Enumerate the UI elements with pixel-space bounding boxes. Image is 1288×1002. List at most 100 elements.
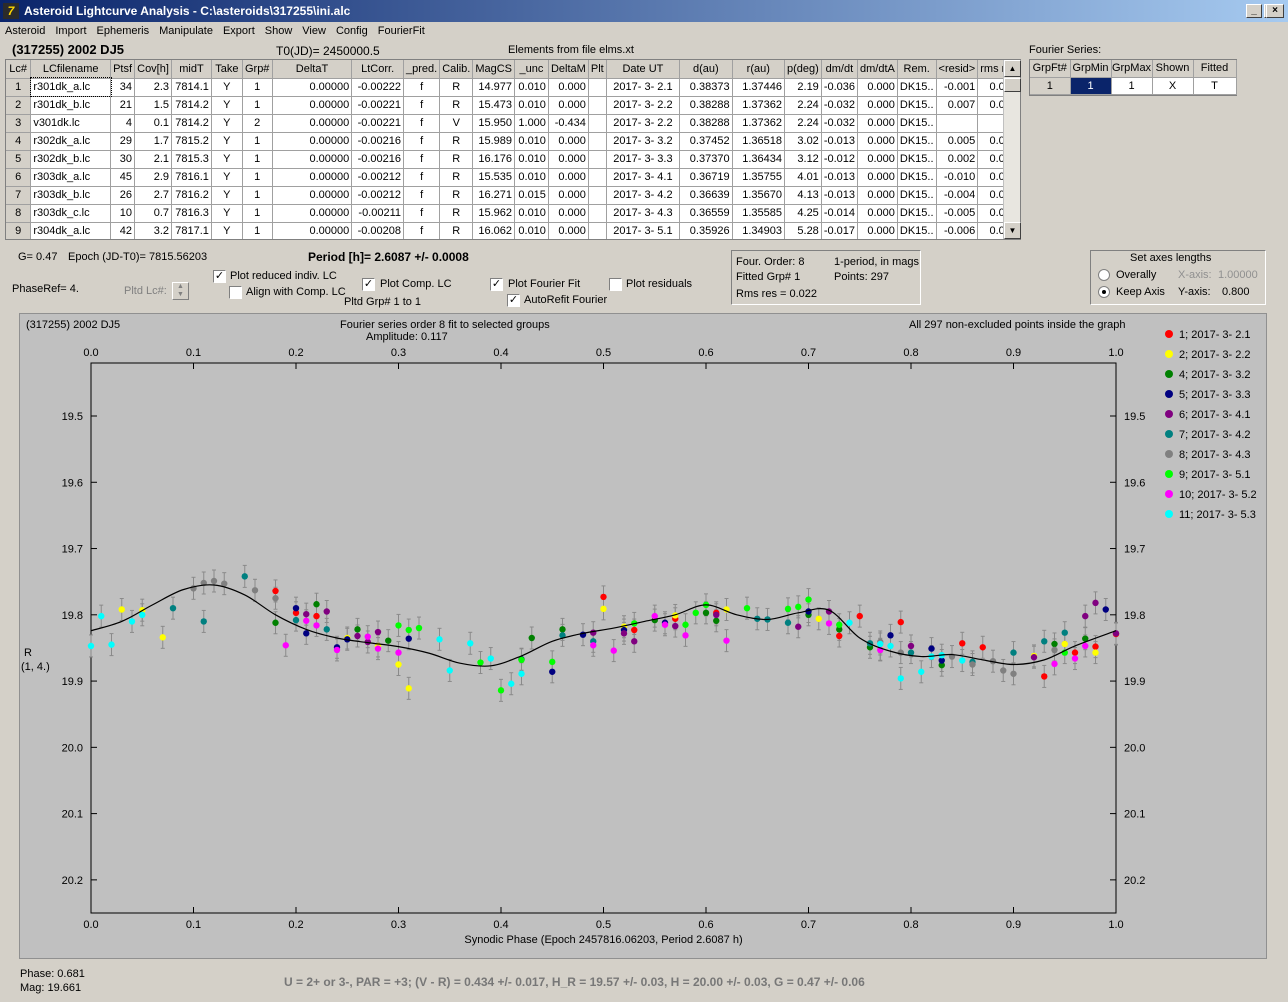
table-cell[interactable]: -0.00216	[351, 150, 405, 169]
table-cell[interactable]: V	[439, 114, 474, 133]
menu-manipulate[interactable]: Manipulate	[159, 25, 213, 37]
column-header[interactable]: Calib.	[439, 60, 474, 79]
column-header[interactable]: Date UT	[606, 60, 681, 79]
table-cell[interactable]: R	[439, 96, 474, 115]
fourier-cell[interactable]: 1	[1070, 77, 1112, 95]
table-cell[interactable]: -0.001	[936, 78, 979, 97]
table-cell[interactable]: 3.02	[784, 132, 822, 151]
table-cell[interactable]: 0.00000	[272, 150, 353, 169]
table-cell[interactable]: 1.5	[134, 96, 173, 115]
menu-show[interactable]: Show	[264, 25, 293, 37]
table-cell[interactable]: 1	[242, 78, 273, 97]
table-cell[interactable]: 0.000	[857, 204, 898, 223]
table-cell[interactable]: R	[439, 204, 474, 223]
table-cell[interactable]: 0.00000	[272, 222, 353, 239]
table-cell[interactable]	[588, 150, 607, 169]
table-cell[interactable]: -0.00212	[351, 168, 405, 187]
table-cell[interactable]: r303dk_c.lc	[30, 204, 112, 223]
row-number[interactable]: 9	[6, 222, 32, 239]
table-cell[interactable]: f	[403, 186, 441, 205]
table-cell[interactable]: 7814.1	[171, 78, 212, 97]
table-cell[interactable]: 2017- 3- 3.3	[606, 150, 681, 169]
table-cell[interactable]: 1.36518	[732, 132, 786, 151]
table-cell[interactable]: DK15..	[897, 222, 937, 239]
table-cell[interactable]: 0.000	[548, 132, 589, 151]
table-cell[interactable]: 0.010	[514, 168, 549, 187]
close-icon[interactable]: ×	[1266, 4, 1284, 18]
table-cell[interactable]: 2.24	[784, 114, 822, 133]
minimize-icon[interactable]: _	[1246, 4, 1262, 18]
table-cell[interactable]: 2017- 3- 4.2	[606, 186, 681, 205]
table-cell[interactable]: 2	[242, 114, 273, 133]
table-cell[interactable]	[588, 186, 607, 205]
row-number[interactable]: 5	[6, 150, 32, 169]
table-cell[interactable]: 0.000	[857, 186, 898, 205]
table-cell[interactable]: 0.00000	[272, 114, 353, 133]
table-cell[interactable]: R	[439, 186, 474, 205]
table-cell[interactable]: 5.28	[784, 222, 822, 239]
table-cell[interactable]: 0.015	[514, 186, 549, 205]
column-header[interactable]: _unc	[514, 60, 549, 79]
table-cell[interactable]: 7816.3	[171, 204, 212, 223]
table-cell[interactable]: 0.000	[548, 222, 589, 239]
column-header[interactable]: r(au)	[732, 60, 786, 79]
table-cell[interactable]: f	[403, 132, 441, 151]
column-header[interactable]: _pred.	[403, 60, 441, 79]
table-cell[interactable]: f	[403, 96, 441, 115]
table-cell[interactable]: 0.000	[857, 96, 898, 115]
table-cell[interactable]: 0.002	[936, 150, 979, 169]
table-cell[interactable]: 15.950	[472, 114, 516, 133]
table-cell[interactable]: 7814.2	[171, 96, 212, 115]
table-cell[interactable]: DK15..	[897, 114, 937, 133]
column-header[interactable]: DeltaM	[548, 60, 589, 79]
table-cell[interactable]: 2017- 3- 2.2	[606, 114, 681, 133]
table-row[interactable]: 7 r303dk_b.lc 26 2.7 7816.2 Y 1 0.00000 -0.00212…	[6, 186, 1020, 205]
table-cell[interactable]: 0.000	[548, 186, 589, 205]
lightcurve-table[interactable]: Lc# LCfilename Ptsf Cov[h] midT Take Grp# Delta…	[5, 59, 1021, 240]
table-cell[interactable]: 2.3	[134, 78, 173, 97]
table-cell[interactable]: 0.36719	[679, 168, 733, 187]
table-cell[interactable]: 0.38373	[679, 78, 733, 97]
column-header[interactable]: LtCorr.	[351, 60, 405, 79]
table-cell[interactable]: 45	[110, 168, 136, 187]
table-row[interactable]: 3 v301dk.lc 4 0.1 7814.2 Y 2 0.00000 -0.00221 f V 1…	[6, 114, 1020, 133]
scroll-up-icon[interactable]: ▲	[1004, 60, 1021, 77]
table-cell[interactable]: 34	[110, 78, 136, 97]
table-cell[interactable]: 29	[110, 132, 136, 151]
table-cell[interactable]: 7817.1	[171, 222, 212, 239]
table-cell[interactable]: 0.37370	[679, 150, 733, 169]
table-cell[interactable]: DK15..	[897, 168, 937, 187]
table-cell[interactable]: Y	[211, 78, 243, 97]
table-row[interactable]: 2 r301dk_b.lc 21 1.5 7814.2 Y 1 0.00000 -0.00221…	[6, 96, 1020, 115]
table-cell[interactable]: 0.00000	[272, 132, 353, 151]
menu-ephemeris[interactable]: Ephemeris	[96, 25, 150, 37]
table-cell[interactable]: 0.00000	[272, 204, 353, 223]
table-cell[interactable]: 4.01	[784, 168, 822, 187]
fourier-column-header[interactable]: GrpMin	[1070, 60, 1112, 78]
table-cell[interactable]: 15.473	[472, 96, 516, 115]
table-cell[interactable]: DK15..	[897, 204, 937, 223]
table-cell[interactable]: 0.35926	[679, 222, 733, 239]
table-cell[interactable]: -0.00222	[351, 78, 405, 97]
table-cell[interactable]: 2.24	[784, 96, 822, 115]
table-cell[interactable]: 7815.2	[171, 132, 212, 151]
y-axis-value[interactable]: 0.800	[1222, 286, 1250, 298]
table-cell[interactable]	[936, 114, 979, 133]
fourier-column-header[interactable]: Fitted	[1193, 60, 1237, 78]
keep-axis-radio[interactable]	[1098, 286, 1110, 298]
table-cell[interactable]: 0.36559	[679, 204, 733, 223]
table-cell[interactable]	[588, 204, 607, 223]
table-cell[interactable]: f	[403, 78, 441, 97]
column-header[interactable]: dm/dtA	[857, 60, 898, 79]
table-cell[interactable]: 0.00000	[272, 186, 353, 205]
table-cell[interactable]: 0.38288	[679, 114, 733, 133]
table-cell[interactable]: 0.7	[134, 204, 173, 223]
table-cell[interactable]: 7816.2	[171, 186, 212, 205]
fourier-column-header[interactable]: GrpMax	[1111, 60, 1153, 78]
fourier-cell[interactable]: T	[1193, 77, 1237, 95]
fourier-cell[interactable]: 1	[1030, 77, 1071, 95]
table-cell[interactable]: f	[403, 204, 441, 223]
table-cell[interactable]: 7816.1	[171, 168, 212, 187]
table-cell[interactable]: 3.2	[134, 222, 173, 239]
table-cell[interactable]: 0.000	[857, 222, 898, 239]
